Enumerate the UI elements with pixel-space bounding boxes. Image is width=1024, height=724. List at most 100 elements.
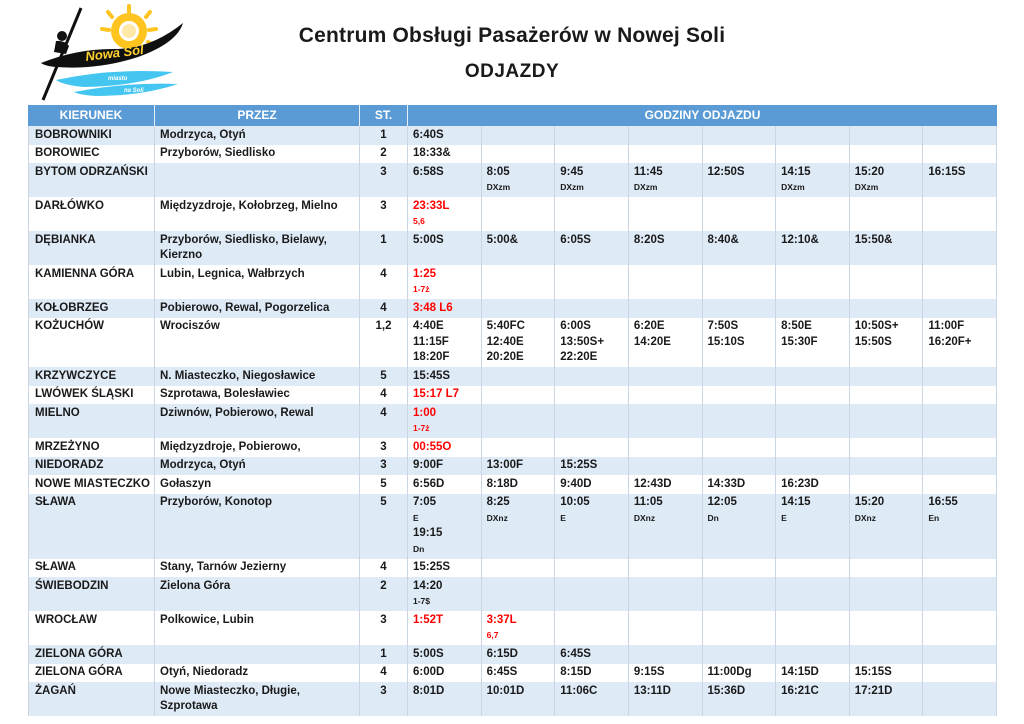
- time-cell: [850, 558, 924, 577]
- departure-time-value: 20:20E: [486, 351, 524, 363]
- time-cell: [555, 385, 629, 404]
- sun-icon: [100, 4, 158, 49]
- departure-time-value: 10:05: [560, 496, 590, 508]
- time-cell: [482, 126, 556, 145]
- departure-time: 18:33&: [413, 146, 476, 162]
- departure-time: 12:10&: [781, 233, 844, 249]
- departure-time-value: 6:56D: [413, 477, 445, 490]
- table-row: ŻAGAŃ Nowe Miasteczko, Długie, Szprotawa 3…: [28, 682, 997, 716]
- time-cell: 6:15D: [482, 645, 556, 664]
- departure-time-value: 17:21D: [854, 684, 893, 697]
- time-cell: 12:43D: [629, 475, 703, 494]
- time-cell: 6:40S: [408, 126, 482, 145]
- time-cell: [482, 577, 556, 611]
- time-cell: 1:25 1-7ż: [408, 265, 482, 299]
- time-cell: 14:33D: [703, 475, 777, 494]
- row-stand: 4: [360, 299, 408, 318]
- departure-time: 10:01D: [487, 684, 550, 700]
- row-kierunek: NIEDORADZ: [28, 456, 155, 475]
- time-cell: [629, 438, 703, 457]
- table-body: BOBROWNIKI Modrzyca, Otyń 1 6:40S BOROWIEC Pr…: [28, 126, 997, 716]
- departure-time: 5:40FC: [487, 319, 550, 335]
- time-cell: 7:50S 15:10S: [703, 317, 777, 367]
- departure-time-value: 15:50S: [854, 335, 892, 348]
- departure-time-value: 14:20E: [633, 335, 671, 348]
- row-kierunek: KAMIENNA GÓRA: [28, 265, 155, 299]
- departure-time: 12:05 Dn: [708, 495, 771, 526]
- row-stand: 4: [360, 404, 408, 438]
- time-cell: 1:00 1-7ż: [408, 404, 482, 438]
- table-header-row: KIERUNEK PRZEZ ST. GODZINY ODJAZDU: [28, 105, 997, 126]
- departure-time: 19:15 Dn: [413, 526, 476, 557]
- departure-time: 15:25S: [560, 458, 623, 474]
- time-cell: [923, 144, 997, 163]
- departure-time-value: 18:20F: [413, 351, 450, 363]
- departure-time: 13:50S+: [560, 335, 623, 351]
- row-stand: 4: [360, 385, 408, 404]
- departure-time: 15:20 DXzm: [855, 165, 918, 196]
- time-annotation: DXnz: [633, 512, 656, 523]
- time-cell: [555, 144, 629, 163]
- time-annotation: Dn: [707, 512, 719, 523]
- departure-time-value: 8:40&: [707, 233, 739, 246]
- departure-time-value: 6:05S: [560, 233, 591, 246]
- time-cell: [776, 299, 850, 318]
- time-cell: [776, 558, 850, 577]
- time-cell: [776, 367, 850, 386]
- departure-time-value: 8:18D: [486, 477, 518, 490]
- time-cell: [850, 126, 924, 145]
- time-cell: 1:52T: [408, 611, 482, 645]
- row-stand: 3: [360, 163, 408, 197]
- time-cell: [850, 577, 924, 611]
- departure-time: 14:15D: [781, 665, 844, 681]
- departure-time-value: 16:23D: [781, 477, 819, 490]
- time-cell: [629, 265, 703, 299]
- page-title: Centrum Obsługi Pasażerów w Nowej Soli: [298, 24, 726, 47]
- departure-time-value: 16:21C: [781, 684, 819, 697]
- time-cell: [555, 265, 629, 299]
- departure-time: 11:00F: [928, 319, 991, 335]
- logo-tagline-2: na Soli: [124, 88, 144, 94]
- row-stand: 4: [360, 558, 408, 577]
- departure-time: 4:40E: [413, 319, 476, 335]
- table-row: KOŻUCHÓW Wrociszów 1,2 4:40E 11:15F 18:20F 5:4…: [28, 317, 997, 367]
- departure-time: 16:23D: [781, 477, 844, 493]
- time-cell: 9:00F: [408, 456, 482, 475]
- time-cell: 8:40&: [703, 231, 777, 265]
- time-annotation: 1-7ż: [413, 423, 430, 433]
- time-cell: [923, 231, 997, 265]
- time-annotation: E: [781, 512, 787, 523]
- time-cell: 12:05 Dn: [703, 493, 777, 559]
- time-cell: [629, 456, 703, 475]
- departure-time: 8:50E: [781, 319, 844, 335]
- departure-time: 15:36D: [708, 684, 771, 700]
- departure-time: 15:30F: [781, 335, 844, 351]
- time-cell: [629, 577, 703, 611]
- row-kierunek: MIELNO: [28, 404, 155, 438]
- row-kierunek: SŁAWA: [28, 558, 155, 577]
- time-cell: [776, 645, 850, 664]
- row-stand: 1: [360, 126, 408, 145]
- departure-time: 5:00S: [413, 233, 476, 249]
- time-cell: 15:25S: [408, 558, 482, 577]
- time-cell: [776, 456, 850, 475]
- time-cell: [850, 611, 924, 645]
- table-row: DĘBIANKA Przyborów, Siedlisko, Bielawy, K…: [28, 231, 997, 265]
- row-kierunek: KRZYWCZYCE: [28, 367, 155, 386]
- time-cell: [776, 577, 850, 611]
- departure-time: 15:10S: [708, 335, 771, 351]
- time-cell: [555, 126, 629, 145]
- departure-time: 9:45 DXzm: [560, 165, 623, 196]
- time-cell: 15:25S: [555, 456, 629, 475]
- time-annotation: DXnz: [486, 512, 508, 523]
- time-cell: [703, 126, 777, 145]
- time-cell: 4:40E 11:15F 18:20F: [408, 317, 482, 367]
- time-cell: [629, 611, 703, 645]
- time-cell: [923, 611, 997, 645]
- time-cell: 8:05 DXzm: [482, 163, 556, 197]
- time-cell: [555, 611, 629, 645]
- time-cell: [850, 456, 924, 475]
- table-row: WROCŁAW Polkowice, Lubin 3 1:52T 3:37L 6,7: [28, 611, 997, 645]
- departure-time-value: 15:25S: [560, 459, 598, 471]
- time-cell: [703, 299, 777, 318]
